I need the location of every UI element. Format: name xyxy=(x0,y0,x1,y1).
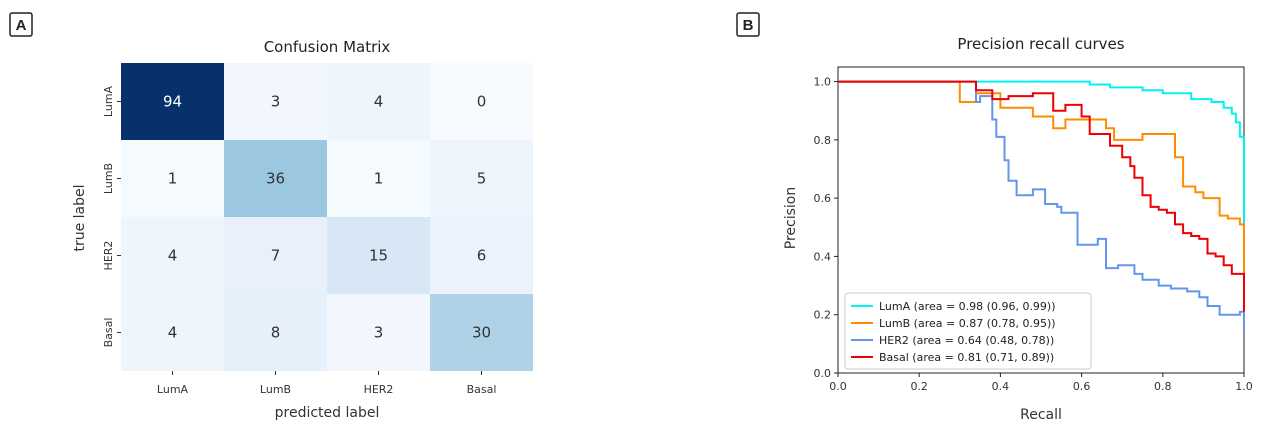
heatmap-x-ticks: LumA LumB HER2 Basal xyxy=(157,371,496,396)
pr-x-tick-label: 0.6 xyxy=(1073,380,1091,393)
heatmap-cells: 94 3 4 01 36 1 54 7 15 64 8 3 30 xyxy=(121,63,533,371)
heatmap-cell-value: 1 xyxy=(374,170,384,188)
heatmap-cell xyxy=(430,140,533,217)
heatmap-cell-value: 4 xyxy=(374,93,384,111)
panel-b-letter: B xyxy=(743,17,754,34)
pr-x-tick-label: 1.0 xyxy=(1235,380,1253,393)
heatmap-cell-value: 30 xyxy=(472,324,491,342)
heatmap-cell xyxy=(121,294,224,371)
panel-b-label: B xyxy=(736,12,760,37)
heatmap-cell-value: 1 xyxy=(168,170,178,188)
pr-x-tick-label: 0.2 xyxy=(910,380,928,393)
panel-a-letter: A xyxy=(16,17,27,34)
heatmap-cell-value: 0 xyxy=(477,93,487,111)
pr-y-axis-label: Precision xyxy=(783,187,799,249)
heatmap-cell xyxy=(327,140,430,217)
pr-x-ticks: 0.0 0.2 0.4 0.6 0.8 1.0 xyxy=(829,373,1253,393)
heatmap-cell xyxy=(327,217,430,294)
pr-x-axis-label: Recall xyxy=(1020,407,1062,423)
heatmap-cell-value: 7 xyxy=(271,247,281,265)
heatmap-cell xyxy=(121,63,224,140)
pr-series-line-luma xyxy=(838,80,1245,228)
heatmap-cell xyxy=(430,294,533,371)
heatmap-cell xyxy=(327,63,430,140)
pr-series-line-lumb xyxy=(838,80,1245,315)
pr-y-tick-label: 0.8 xyxy=(814,134,832,147)
heatmap-cell xyxy=(430,63,533,140)
heatmap-title: Confusion Matrix xyxy=(264,38,391,56)
pr-legend-entry: LumA (area = 0.98 (0.96, 0.99)) xyxy=(879,300,1056,313)
heatmap-cell xyxy=(327,294,430,371)
heatmap-cell-value: 6 xyxy=(477,247,487,265)
heatmap-y-axis-label: true label xyxy=(72,184,88,251)
heatmap-cell xyxy=(430,217,533,294)
heatmap-cell-value: 3 xyxy=(374,324,384,342)
heatmap-y-tick-label: HER2 xyxy=(102,241,115,271)
heatmap-cell-value: 15 xyxy=(369,247,388,265)
heatmap-cell-value: 4 xyxy=(168,324,178,342)
heatmap-cell xyxy=(224,140,327,217)
heatmap-cell xyxy=(224,63,327,140)
pr-x-tick-label: 0.4 xyxy=(992,380,1010,393)
pr-y-tick-label: 0.2 xyxy=(814,309,832,322)
heatmap-cell-value: 8 xyxy=(271,324,281,342)
pr-x-tick-label: 0.8 xyxy=(1154,380,1172,393)
heatmap-cell-value: 5 xyxy=(477,170,487,188)
confusion-matrix: Confusion Matrix 94 3 4 01 36 1 54 7 15 64 8 3 30 Lu… xyxy=(72,38,533,421)
heatmap-y-tick-label: LumA xyxy=(102,85,115,117)
heatmap-cell xyxy=(121,140,224,217)
heatmap-y-tick-label: LumB xyxy=(102,163,115,194)
pr-y-tick-label: 0.4 xyxy=(814,250,832,263)
heatmap-cell-value: 36 xyxy=(266,170,285,188)
precision-recall-chart: Precision recall curves 0.0 0.2 0.4 0.6 0.8 1… xyxy=(783,35,1253,423)
heatmap-x-axis-label: predicted label xyxy=(275,405,380,421)
pr-y-tick-label: 0.6 xyxy=(814,192,832,205)
pr-legend-box xyxy=(844,292,1092,370)
heatmap-cell-value: 4 xyxy=(168,247,178,265)
pr-legend-entry: Basal (area = 0.81 (0.71, 0.89)) xyxy=(879,351,1054,364)
heatmap-x-tick-label: HER2 xyxy=(364,383,394,396)
pr-legend-entry: LumB (area = 0.87 (0.78, 0.95)) xyxy=(879,317,1056,330)
pr-series-line-basal xyxy=(838,80,1245,312)
pr-y-tick-label: 1.0 xyxy=(814,76,832,89)
heatmap-x-tick-label: LumB xyxy=(260,383,291,396)
pr-y-ticks: 0.0 0.2 0.4 0.6 0.8 1.0 xyxy=(814,76,838,380)
pr-y-tick-label: 0.0 xyxy=(814,367,832,380)
pr-series xyxy=(838,80,1245,333)
heatmap-cell-value: 94 xyxy=(163,93,182,111)
panel-a-label: A xyxy=(9,12,33,37)
pr-series-line-her2 xyxy=(838,80,1245,333)
pr-x-tick-label: 0.0 xyxy=(829,380,847,393)
heatmap-x-tick-label: LumA xyxy=(157,383,189,396)
pr-legend-entry: HER2 (area = 0.64 (0.48, 0.78)) xyxy=(879,334,1054,347)
heatmap-y-ticks: LumA LumB HER2 Basal xyxy=(102,85,121,347)
heatmap-cell-value: 3 xyxy=(271,93,281,111)
heatmap-cell xyxy=(224,294,327,371)
pr-title: Precision recall curves xyxy=(957,35,1124,53)
pr-legend: LumA (area = 0.98 (0.96, 0.99)) LumB (are… xyxy=(844,292,1092,370)
heatmap-cell xyxy=(224,217,327,294)
heatmap-y-tick-label: Basal xyxy=(102,318,115,348)
heatmap-cell xyxy=(121,217,224,294)
heatmap-x-tick-label: Basal xyxy=(467,383,497,396)
